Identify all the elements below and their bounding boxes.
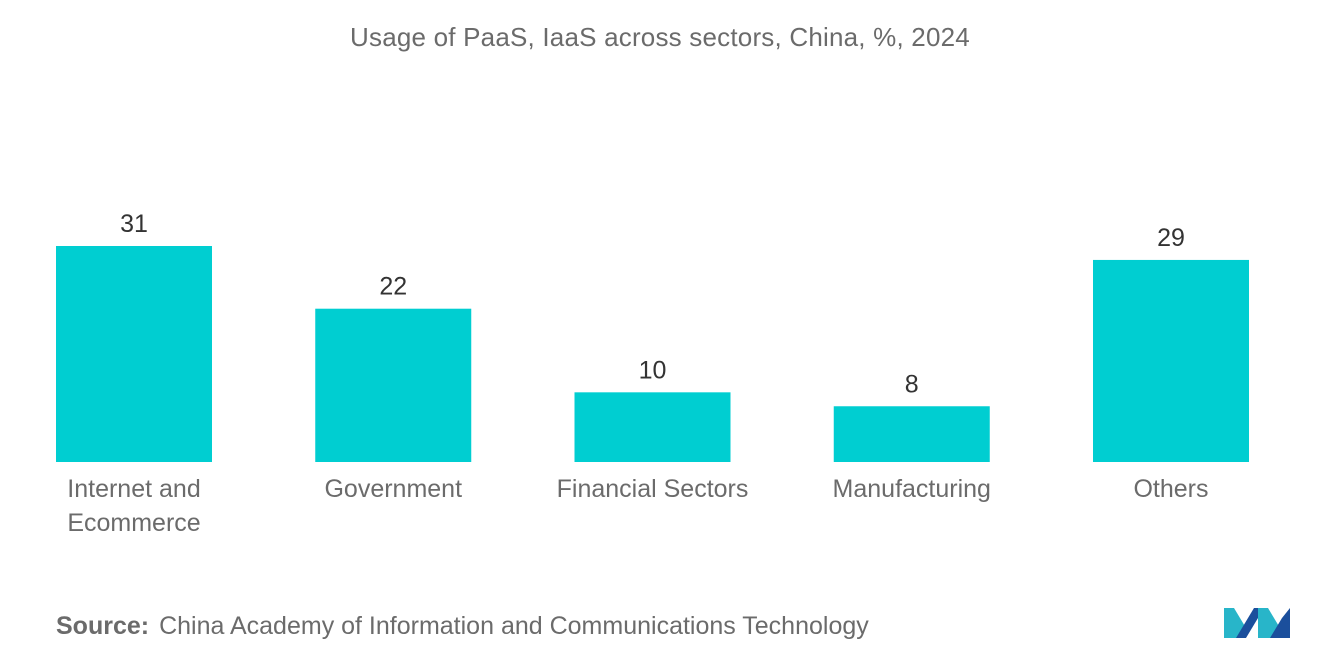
data-label-1: 22 [379,273,407,301]
bar-3 [833,406,990,462]
bar-0 [56,246,212,462]
category-label-2: Financial Sectors [557,475,749,503]
category-label-0-line-0: Internet and [67,475,200,503]
category-label-4: Others [1133,475,1208,503]
data-label-3: 8 [905,370,919,398]
data-label-0: 31 [120,210,148,238]
category-label-1: Government [324,475,462,503]
data-label-4: 29 [1157,224,1185,252]
bar-4 [1093,259,1249,462]
bar-2 [574,392,731,462]
bar-1 [315,308,472,462]
category-label-0-line-1: Ecommerce [67,509,200,537]
source-line: Source: China Academy of Information and … [56,612,869,641]
source-text: China Academy of Information and Communi… [159,612,869,640]
chart-title: Usage of PaaS, IaaS across sectors, Chin… [350,22,970,52]
source-label: Source: [56,612,150,640]
bar-chart: 31 Internet and Ecommerce 22 Government 10 Fin… [56,210,1249,537]
data-label-2: 10 [639,356,667,384]
brand-logo-icon [1224,608,1290,638]
category-label-3: Manufacturing [833,475,991,503]
